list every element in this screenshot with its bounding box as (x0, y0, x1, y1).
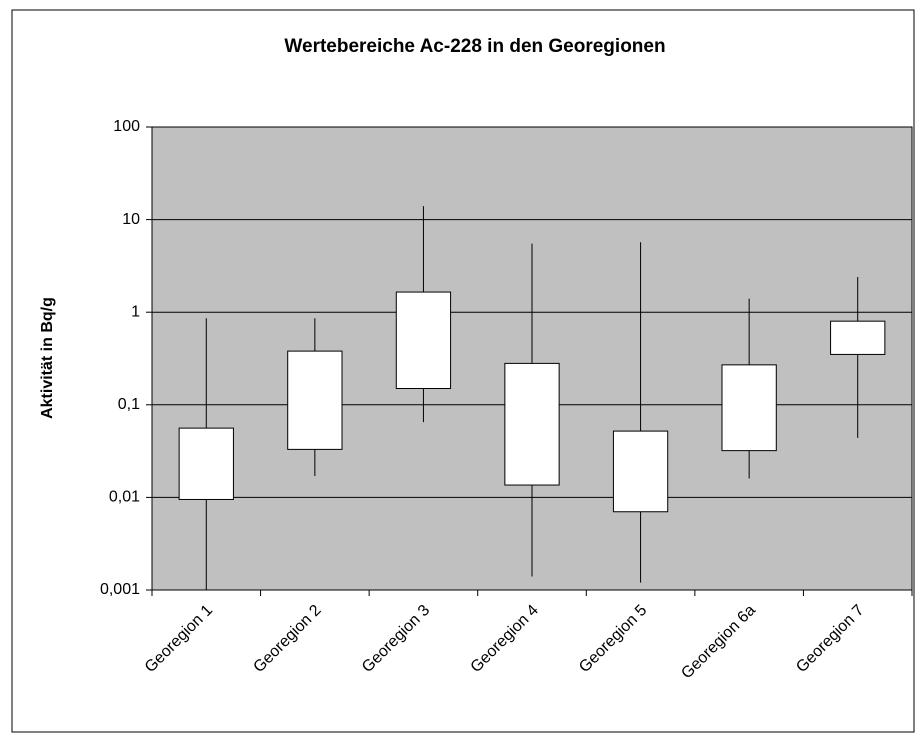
y-axis-label: Aktivität in Bq/g (39, 297, 56, 419)
box (287, 350, 343, 450)
box (178, 427, 234, 500)
y-tick-label: 0,001 (100, 581, 140, 598)
plot-border (151, 126, 913, 591)
box (395, 291, 452, 389)
y-tick-label: 100 (113, 118, 140, 135)
y-tick-label: 1 (131, 303, 140, 320)
box (830, 320, 886, 355)
y-tick-label: 10 (122, 211, 140, 228)
chart-title: Wertebereiche Ac-228 in den Georegionen (284, 36, 665, 57)
box (504, 362, 560, 486)
box (721, 364, 777, 452)
y-tick-label: 0,1 (118, 396, 140, 413)
box (612, 430, 669, 513)
y-tick-label: 0,01 (109, 489, 140, 506)
